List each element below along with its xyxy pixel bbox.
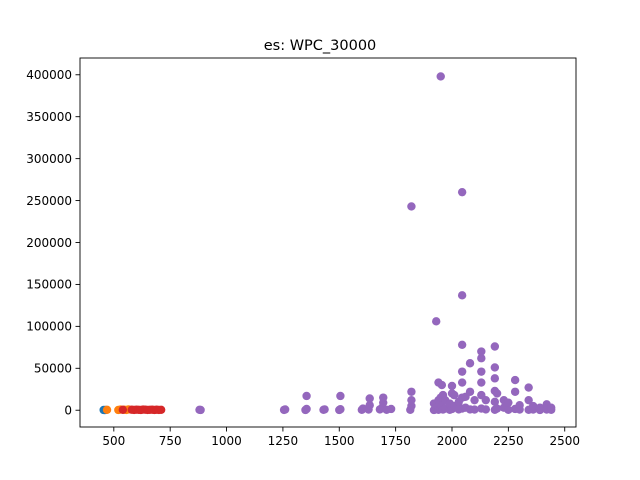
data-point	[510, 387, 520, 396]
data-point	[457, 340, 467, 350]
data-point	[407, 395, 416, 405]
x-tick-label: 1250	[268, 434, 299, 448]
data-point	[515, 401, 524, 410]
data-point	[477, 367, 486, 376]
data-point	[457, 187, 467, 197]
data-point	[407, 202, 416, 211]
data-point	[365, 401, 374, 410]
data-point	[465, 359, 475, 368]
data-point	[407, 401, 416, 411]
data-point	[447, 381, 457, 391]
data-point	[457, 367, 467, 376]
data-point	[470, 395, 479, 405]
data-point	[437, 380, 447, 390]
data-point	[547, 403, 556, 412]
data-point	[490, 342, 500, 351]
y-axis: 0 50000 100000 150000 200000 250000 300000 3500…	[26, 68, 80, 418]
data-point	[407, 387, 416, 396]
data-point	[481, 405, 491, 414]
data-point	[365, 394, 374, 403]
data-point	[477, 354, 486, 363]
y-tick-label: 100000	[26, 320, 72, 334]
x-tick-label: 1000	[211, 434, 242, 448]
y-tick-label: 200000	[26, 236, 72, 250]
data-point	[386, 404, 396, 414]
y-tick-label: 300000	[26, 152, 72, 166]
data-point	[504, 398, 513, 407]
data-point	[477, 347, 486, 356]
y-tick-label: 50000	[34, 362, 72, 376]
data-point	[492, 389, 502, 398]
data-point	[535, 403, 545, 412]
plot-frame	[79, 57, 577, 428]
x-tick-label: 2000	[437, 434, 468, 448]
y-tick-label: 350000	[26, 110, 72, 124]
data-point	[492, 404, 502, 413]
data-point	[504, 405, 513, 415]
data-point	[465, 387, 475, 396]
data-point	[490, 397, 500, 407]
data-point	[450, 390, 459, 400]
data-point	[118, 405, 128, 415]
points-layer	[99, 72, 556, 415]
data-point	[481, 395, 491, 405]
data-point	[470, 405, 479, 414]
x-tick-label: 1750	[380, 434, 411, 448]
data-point	[302, 391, 311, 401]
data-point	[524, 383, 533, 392]
data-point	[336, 391, 345, 401]
data-point	[379, 393, 388, 402]
x-tick-label: 2250	[493, 434, 524, 448]
data-point	[457, 291, 467, 300]
data-point	[432, 317, 441, 326]
data-point	[280, 405, 290, 414]
x-tick-label: 1500	[324, 434, 355, 448]
data-point	[490, 363, 500, 372]
x-tick-label: 2500	[549, 434, 580, 448]
chart-title: es: WPC_30000	[264, 38, 377, 54]
data-point	[510, 375, 520, 385]
data-point	[490, 374, 500, 383]
x-tick-label: 750	[159, 434, 182, 448]
data-point	[156, 405, 166, 415]
y-tick-label: 150000	[26, 278, 72, 292]
data-point	[336, 405, 345, 414]
y-tick-label: 250000	[26, 194, 72, 208]
data-point	[528, 401, 538, 411]
data-point	[436, 72, 445, 81]
x-axis: 500 750 1000 1250 1500 1750 2000 2250 2500	[102, 427, 580, 448]
data-point	[102, 405, 112, 415]
y-tick-label: 0	[64, 404, 72, 418]
data-point	[524, 395, 533, 405]
y-tick-label: 400000	[26, 68, 72, 82]
data-point	[320, 405, 329, 414]
data-point	[457, 378, 467, 387]
x-tick-label: 500	[102, 434, 125, 448]
data-point	[302, 404, 311, 414]
data-point	[477, 378, 486, 387]
data-point	[196, 405, 205, 415]
